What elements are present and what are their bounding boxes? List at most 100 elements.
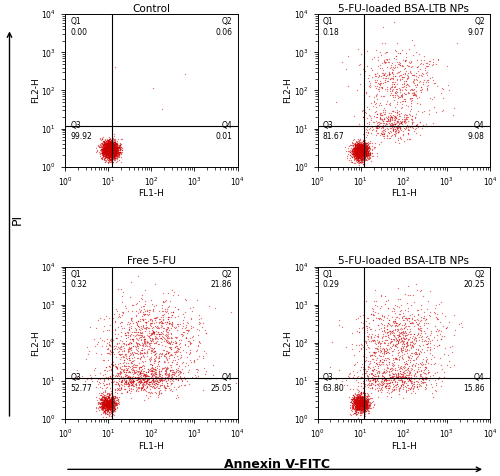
Point: [108, 149, 116, 156]
Point: [166, 329, 174, 337]
Point: [359, 397, 367, 405]
Point: [127, 339, 135, 347]
Point: [118, 147, 126, 154]
Point: [138, 341, 145, 349]
Point: [117, 366, 125, 373]
Point: [356, 147, 364, 155]
Point: [156, 349, 164, 357]
Point: [102, 146, 110, 153]
Point: [432, 108, 440, 116]
Point: [384, 124, 392, 132]
Point: [355, 151, 363, 159]
Point: [378, 372, 386, 380]
Point: [412, 121, 420, 129]
Point: [156, 381, 164, 388]
Point: [402, 374, 410, 381]
Point: [162, 377, 170, 384]
Point: [110, 153, 118, 160]
Point: [152, 335, 160, 342]
Point: [126, 377, 134, 384]
Text: Q1: Q1: [70, 269, 81, 278]
Point: [126, 336, 134, 343]
Point: [108, 140, 116, 148]
Point: [354, 401, 362, 408]
Point: [385, 119, 393, 127]
Point: [392, 109, 400, 116]
Point: [109, 147, 117, 154]
Point: [364, 74, 372, 81]
Point: [361, 146, 369, 153]
Point: [106, 141, 114, 149]
Point: [388, 364, 396, 371]
Point: [352, 405, 360, 412]
Point: [92, 365, 100, 372]
Point: [158, 371, 166, 378]
Point: [106, 143, 114, 150]
Point: [116, 386, 124, 394]
Point: [386, 388, 394, 396]
Point: [395, 335, 403, 343]
Point: [108, 147, 116, 155]
Point: [104, 151, 112, 159]
Point: [354, 142, 362, 150]
Point: [360, 145, 368, 152]
Point: [128, 380, 136, 388]
Point: [351, 140, 359, 148]
Point: [162, 308, 170, 316]
Point: [358, 151, 366, 159]
Point: [351, 394, 359, 401]
Point: [174, 347, 182, 355]
Point: [105, 404, 113, 412]
Point: [347, 398, 355, 406]
Point: [158, 377, 166, 384]
Point: [102, 407, 110, 414]
Point: [398, 87, 406, 94]
Point: [140, 333, 147, 341]
Point: [112, 149, 120, 157]
Point: [364, 149, 372, 156]
Point: [354, 394, 362, 402]
Point: [96, 401, 104, 408]
Point: [393, 337, 401, 344]
Point: [172, 372, 179, 380]
Point: [108, 143, 116, 150]
Point: [380, 377, 388, 385]
Point: [107, 147, 115, 154]
Point: [107, 152, 115, 160]
Point: [380, 58, 388, 66]
Point: [199, 386, 207, 394]
Point: [106, 401, 114, 408]
Point: [114, 149, 122, 157]
Point: [106, 139, 114, 147]
Point: [116, 145, 124, 152]
Point: [106, 397, 114, 405]
Point: [108, 141, 116, 149]
Point: [432, 327, 440, 335]
Point: [360, 401, 368, 409]
Point: [148, 347, 156, 355]
Point: [164, 339, 172, 347]
Point: [348, 141, 356, 149]
Point: [357, 399, 365, 407]
Point: [114, 343, 122, 350]
Point: [371, 308, 379, 316]
Point: [110, 407, 118, 415]
Point: [104, 146, 112, 153]
Point: [355, 398, 363, 406]
Point: [384, 71, 392, 79]
Point: [150, 371, 158, 379]
Point: [110, 141, 118, 149]
Point: [358, 149, 366, 156]
Point: [420, 355, 428, 363]
Point: [102, 158, 110, 165]
Point: [110, 399, 118, 407]
Point: [164, 371, 172, 379]
Point: [101, 144, 109, 152]
Point: [104, 152, 112, 159]
Point: [106, 146, 114, 153]
Point: [376, 131, 384, 139]
Point: [102, 403, 110, 410]
Point: [98, 146, 106, 154]
Point: [450, 311, 458, 319]
Point: [122, 367, 130, 374]
